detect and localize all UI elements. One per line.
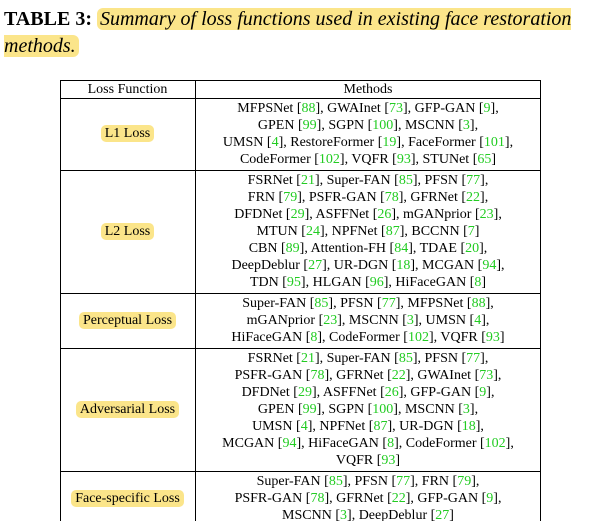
methods-line: MCGAN [94], HiFaceGAN [8], CodeFormer [1… xyxy=(222,436,514,451)
table-label: TABLE 3: xyxy=(4,8,92,30)
loss-cell: L1 Loss xyxy=(60,125,195,142)
column-header: Methods xyxy=(343,82,393,97)
table-top-rule xyxy=(60,80,540,81)
methods-line: UMSN [4], RestoreFormer [19], FaceFormer… xyxy=(222,135,514,150)
methods-line: CodeFormer [102], VQFR [93], STUNet [65] xyxy=(239,152,497,167)
row-rule xyxy=(60,348,540,349)
loss-name: Face-specific Loss xyxy=(71,489,184,507)
methods-line: VQFR [93] xyxy=(335,453,401,468)
methods-line: Super-FAN [85], PFSN [77], FRN [79], xyxy=(256,474,480,489)
methods-line: FSRNet [21], Super-FAN [85], PFSN [77], xyxy=(247,351,489,366)
column-header: Loss Function xyxy=(87,82,168,97)
right-border xyxy=(540,80,541,521)
caption-block: TABLE 3: Summary of loss functions used … xyxy=(4,6,604,60)
methods-line: FSRNet [21], Super-FAN [85], PFSN [77], xyxy=(247,173,489,188)
methods-line: MTUN [24], NPFNet [87], BCCNN [7] xyxy=(256,224,480,239)
methods-line: HiFaceGAN [8], CodeFormer [102], VQFR [9… xyxy=(231,330,505,345)
row-rule xyxy=(60,293,540,294)
left-border xyxy=(60,80,61,521)
methods-line: mGANprior [23], MSCNN [3], UMSN [4], xyxy=(246,313,490,328)
methods-line: MSCNN [3], DeepDeblur [27] xyxy=(282,508,454,521)
methods-line: FRN [79], PSFR-GAN [78], GFRNet [22], xyxy=(247,190,489,205)
row-rule xyxy=(60,170,540,171)
methods-line: GPEN [99], SGPN [100], MSCNN [3], xyxy=(257,118,479,133)
methods-line: PSFR-GAN [78], GFRNet [22], GWAInet [73]… xyxy=(234,368,502,383)
methods-line: Super-FAN [85], PFSN [77], MFPSNet [88], xyxy=(242,296,494,311)
loss-name: Adversarial Loss xyxy=(75,400,180,418)
header-rule xyxy=(60,98,540,99)
methods-line: DFDNet [29], ASFFNet [26], mGANprior [23… xyxy=(234,207,502,222)
loss-cell: Perceptual Loss xyxy=(60,311,195,329)
loss-cell: Face-specific Loss xyxy=(60,489,195,507)
methods-line: GPEN [99], SGPN [100], MSCNN [3], xyxy=(257,402,479,417)
methods-line: PSFR-GAN [78], GFRNet [22], GFP-GAN [9], xyxy=(234,491,502,506)
methods-line: MFPSNet [88], GWAInet [73], GFP-GAN [9], xyxy=(237,101,499,116)
loss-name: L1 Loss xyxy=(100,125,155,142)
methods-line: DeepDeblur [27], UR-DGN [18], MCGAN [94]… xyxy=(231,258,505,273)
methods-line: DFDNet [29], ASFFNet [26], GFP-GAN [9], xyxy=(241,385,495,400)
loss-name: L2 Loss xyxy=(100,222,155,240)
methods-line: UMSN [4], NPFNet [87], UR-DGN [18], xyxy=(252,419,484,434)
methods-line: TDN [95], HLGAN [96], HiFaceGAN [8] xyxy=(249,275,487,290)
loss-name: Perceptual Loss xyxy=(78,311,177,329)
loss-cell: L2 Loss xyxy=(60,222,195,240)
methods-line: CBN [89], Attention-FH [84], TDAE [20], xyxy=(248,241,488,256)
loss-cell: Adversarial Loss xyxy=(60,400,195,418)
row-rule xyxy=(60,471,540,472)
column-divider xyxy=(195,80,196,521)
